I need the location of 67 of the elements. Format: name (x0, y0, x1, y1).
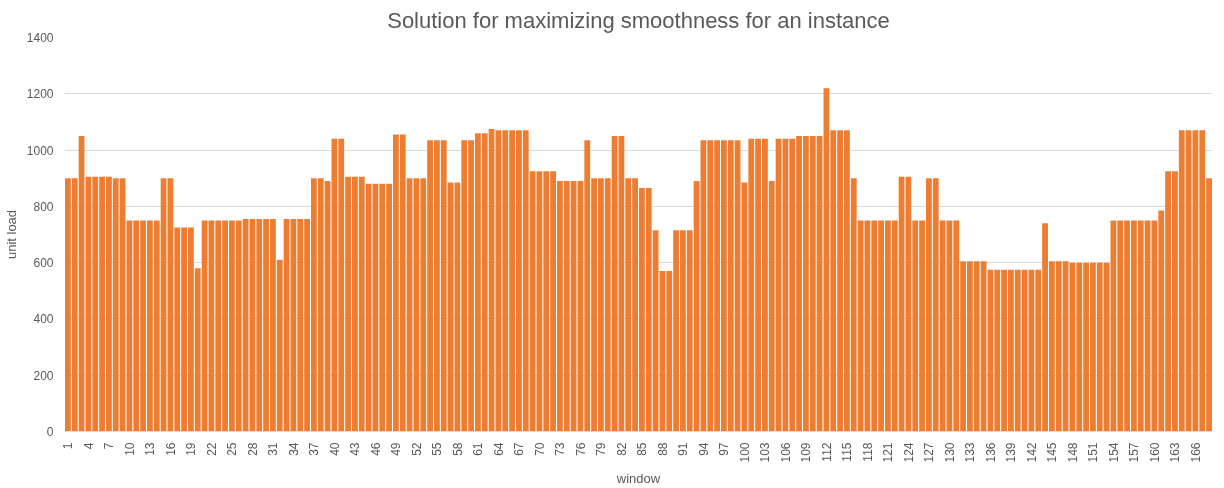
x-tick-label: 4 (81, 442, 96, 450)
x-tick-label: 142 (1024, 442, 1039, 463)
x-tick-label: 76 (573, 442, 588, 456)
x-tick-label: 43 (348, 442, 363, 456)
x-tick-label: 40 (327, 442, 342, 456)
x-tick-label: 112 (819, 442, 834, 462)
x-tick-label: 7 (102, 442, 117, 450)
x-tick-label: 151 (1086, 442, 1101, 463)
x-tick-label: 13 (143, 442, 158, 456)
x-tick-label: 154 (1106, 442, 1121, 463)
x-tick-label: 25 (225, 442, 240, 456)
x-tick-label: 46 (368, 442, 383, 456)
x-tick-label: 157 (1127, 442, 1142, 463)
x-tick-label: 163 (1168, 442, 1183, 463)
x-tick-label: 160 (1147, 442, 1162, 463)
x-tick-label: 121 (881, 442, 896, 463)
x-tick-label: 64 (491, 442, 506, 456)
x-tick-label: 100 (737, 442, 752, 463)
x-tick-label: 97 (717, 442, 732, 456)
x-tick-label: 16 (163, 442, 178, 456)
x-tick-label: 55 (430, 442, 445, 456)
x-tick-label: 67 (512, 442, 527, 456)
y-tick-label: 600 (33, 256, 54, 271)
x-tick-label: 52 (409, 442, 424, 456)
y-tick-label: 800 (33, 199, 54, 214)
x-tick-label: 118 (860, 442, 875, 462)
x-axis-title: window (615, 470, 661, 486)
x-tick-label: 139 (1004, 442, 1019, 463)
x-tick-label: 58 (450, 442, 465, 456)
x-tick-label: 70 (532, 442, 547, 456)
x-tick-label: 61 (471, 442, 486, 456)
y-tick-label: 0 (46, 425, 54, 439)
chart-title: Solution for maximizing smoothness for an instance (387, 7, 890, 33)
x-tick-label: 10 (122, 442, 137, 456)
y-tick-label: 1400 (26, 31, 54, 45)
x-tick-label: 34 (286, 442, 301, 456)
x-tick-label: 91 (676, 442, 691, 456)
x-tick-label: 79 (594, 442, 609, 456)
x-tick-label: 106 (778, 442, 793, 463)
x-tick-label: 115 (840, 442, 855, 462)
x-tick-label: 109 (799, 442, 814, 463)
x-tick-label: 124 (901, 442, 916, 463)
y-axis-title: unit load (3, 209, 19, 260)
x-tick-label: 85 (635, 442, 650, 456)
y-tick-label: 1000 (26, 143, 54, 158)
x-tick-label: 1 (61, 442, 76, 450)
x-tick-label: 136 (983, 442, 998, 463)
x-tick-label: 130 (942, 442, 957, 463)
y-tick-label: 200 (33, 368, 54, 383)
x-tick-label: 73 (553, 442, 568, 456)
y-tick-label: 400 (33, 312, 54, 327)
x-tick-label: 82 (614, 442, 629, 456)
x-tick-label: 49 (389, 442, 404, 456)
x-tick-label: 166 (1188, 442, 1203, 463)
x-tick-label: 103 (758, 442, 773, 463)
x-tick-label: 37 (307, 442, 322, 456)
x-tick-label: 88 (655, 442, 670, 456)
x-tick-label: 127 (922, 442, 937, 463)
x-tick-label: 22 (204, 442, 219, 456)
x-tick-label: 28 (245, 442, 260, 456)
x-tick-label: 31 (266, 442, 281, 456)
x-tick-label: 94 (696, 442, 711, 456)
x-tick-label: 133 (963, 442, 978, 463)
y-tick-label: 1200 (26, 87, 54, 102)
x-tick-label: 19 (184, 442, 199, 456)
x-tick-label: 145 (1045, 442, 1060, 463)
x-tick-label: 148 (1065, 442, 1080, 463)
